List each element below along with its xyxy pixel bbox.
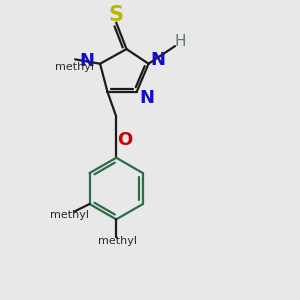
Text: N: N [79, 52, 94, 70]
Text: N: N [151, 51, 166, 69]
Text: S: S [109, 5, 124, 25]
Text: methyl: methyl [55, 62, 94, 72]
Text: methyl: methyl [98, 236, 137, 245]
Text: H: H [175, 34, 186, 49]
Text: O: O [117, 131, 133, 149]
Text: methyl: methyl [50, 210, 89, 220]
Text: N: N [139, 88, 154, 106]
